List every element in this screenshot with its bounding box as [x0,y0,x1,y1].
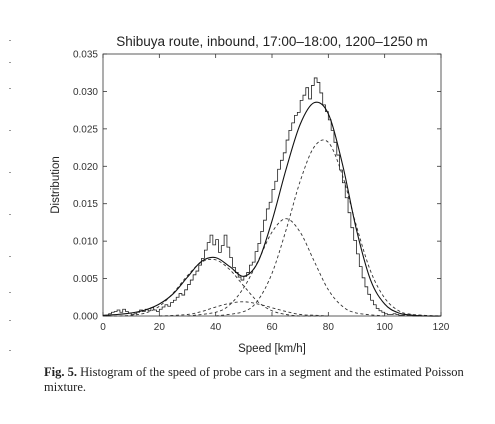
caption-text: Histogram of the speed of probe cars in … [44,365,464,394]
y-tick-label: 0.035 [73,50,98,61]
mixture-curves [102,101,442,317]
margin-mark [9,320,11,321]
y-tick-label: 0.005 [73,274,98,285]
mixture-component-1 [102,258,329,317]
histogram-layer [103,77,430,317]
margin-mark [9,350,11,351]
caption-label: Fig. 5. [44,365,77,379]
x-tick-label: 20 [154,322,166,333]
y-tick-label: 0.020 [73,162,98,173]
x-tick-label: 80 [323,322,335,333]
y-tick-label: 0.000 [73,312,98,323]
margin-mark [9,40,11,41]
y-tick-label: 0.030 [73,87,98,98]
mixture-component-4 [215,139,442,317]
margin-mark [9,172,11,173]
axis-ticks: 0 20 40 60 80 100 120 0.000 0.005 0.010 0.015 0.020… [73,50,450,334]
figure-caption: Fig. 5. Histogram of the speed of probe … [44,365,474,395]
y-tick-label: 0.010 [73,237,98,248]
x-axis-title: Speed [km/h] [238,343,306,355]
margin-mark [9,62,11,63]
y-tick-label: 0.015 [73,199,98,210]
mixture-total-curve [102,101,442,317]
mixture-component-2 [159,301,329,317]
margin-mark [9,130,11,131]
y-axis-title: Distribution [50,156,62,214]
x-tick-label: 120 [433,322,450,333]
margin-mark [9,292,11,293]
margin-mark [9,256,11,257]
histogram-chart: Shibuya route, inbound, 17:00–18:00, 120… [50,34,450,355]
x-tick-label: 40 [210,322,222,333]
x-tick-label: 100 [376,322,393,333]
margin-mark [9,214,11,215]
plot-frame [102,53,442,317]
mixture-component-3 [187,218,385,317]
chart-title: Shibuya route, inbound, 17:00–18:00, 120… [116,34,428,49]
histogram-bars [103,77,430,317]
margin-mark [9,88,11,89]
x-tick-label: 60 [266,322,278,333]
y-tick-label: 0.025 [73,124,98,135]
x-tick-label: 0 [100,322,106,333]
